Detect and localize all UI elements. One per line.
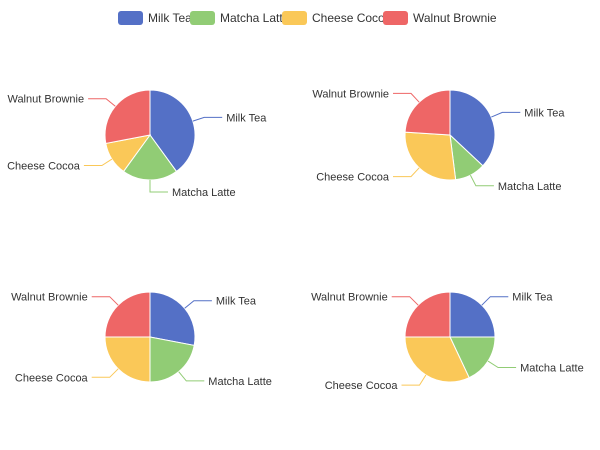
legend-swatch [190, 11, 215, 25]
pie-slice-matcha-latte[interactable] [122, 134, 178, 181]
label-line-matcha-latte [149, 180, 168, 193]
slice-label-cheese-cocoa: Cheese Cocoa [15, 372, 89, 384]
label-line-cheese-cocoa [393, 167, 420, 178]
legend-label: Matcha Latte [220, 11, 290, 25]
label-line-milk-tea [481, 296, 509, 306]
label-line-cheese-cocoa [83, 158, 113, 166]
label-line-matcha-latte [469, 174, 494, 187]
slice-label-milk-tea: Milk Tea [216, 296, 257, 308]
slice-label-walnut-brownie: Walnut Brownie [312, 88, 389, 100]
legend-swatch [282, 11, 307, 25]
slice-label-walnut-brownie: Walnut Brownie [7, 94, 84, 106]
label-line-milk-tea [184, 300, 212, 309]
slice-label-milk-tea: Milk Tea [226, 112, 267, 124]
pie-slice-cheese-cocoa[interactable] [404, 131, 457, 181]
pie-slice-milk-tea[interactable] [149, 291, 196, 347]
pie-slice-cheese-cocoa[interactable] [104, 336, 151, 383]
pie-chart-1: Milk Tea Matcha Latte Cheese Cocoa Walnut B… [7, 89, 267, 199]
slice-label-matcha-latte: Matcha Latte [172, 187, 236, 199]
label-line-walnut-brownie [88, 98, 116, 107]
label-line-cheese-cocoa [91, 368, 119, 378]
label-line-walnut-brownie [391, 296, 419, 306]
slice-label-milk-tea: Milk Tea [512, 292, 553, 304]
pies: Milk Tea Matcha Latte Cheese Cocoa Walnut B… [7, 88, 584, 392]
slice-label-walnut-brownie: Walnut Brownie [311, 292, 388, 304]
pie-slice-walnut-brownie[interactable] [404, 89, 451, 136]
slice-label-cheese-cocoa: Cheese Cocoa [316, 172, 390, 184]
legend-item-matcha-latte[interactable]: Matcha Latte [190, 11, 290, 25]
slice-label-matcha-latte: Matcha Latte [520, 363, 584, 375]
label-line-milk-tea [491, 111, 521, 118]
pie-slice-matcha-latte[interactable] [149, 336, 195, 383]
legend-item-cheese-cocoa[interactable]: Cheese Cocoa [282, 11, 392, 25]
slice-label-matcha-latte: Matcha Latte [208, 376, 272, 388]
label-line-milk-tea [192, 116, 223, 122]
pie-slice-walnut-brownie[interactable] [104, 291, 151, 338]
legend-label: Walnut Brownie [413, 11, 497, 25]
pie-slice-milk-tea[interactable] [149, 89, 196, 173]
legend-label: Milk Tea [148, 11, 192, 25]
label-line-walnut-brownie [393, 92, 420, 103]
slice-label-cheese-cocoa: Cheese Cocoa [7, 161, 81, 173]
legend-item-milk-tea[interactable]: Milk Tea [118, 11, 192, 25]
slice-label-cheese-cocoa: Cheese Cocoa [325, 380, 399, 392]
slice-label-matcha-latte: Matcha Latte [498, 181, 562, 193]
pie-chart-2: Milk Tea Matcha Latte Cheese Cocoa Walnut B… [312, 88, 565, 192]
label-line-matcha-latte [178, 371, 205, 382]
pie-slice-cheese-cocoa[interactable] [404, 336, 470, 383]
pie-chart-3: Milk Tea Matcha Latte Cheese Cocoa Walnut B… [11, 291, 272, 388]
pie-slice-milk-tea[interactable] [449, 291, 496, 338]
legend-label: Cheese Cocoa [312, 11, 392, 25]
pie-slice-milk-tea[interactable] [449, 89, 496, 167]
legend-item-walnut-brownie[interactable]: Walnut Brownie [383, 11, 497, 25]
pie-slice-walnut-brownie[interactable] [104, 89, 151, 145]
pie-chart-4: Milk Tea Matcha Latte Cheese Cocoa Walnut B… [311, 291, 584, 392]
label-line-cheese-cocoa [401, 374, 427, 386]
slice-label-milk-tea: Milk Tea [524, 107, 565, 119]
pie-slice-walnut-brownie[interactable] [404, 291, 451, 338]
legend-swatch [118, 11, 143, 25]
label-line-walnut-brownie [91, 296, 119, 306]
slice-label-walnut-brownie: Walnut Brownie [11, 292, 88, 304]
legend: Milk Tea Matcha Latte Cheese Cocoa Walnut B… [118, 11, 497, 25]
label-line-matcha-latte [487, 360, 517, 368]
legend-swatch [383, 11, 408, 25]
